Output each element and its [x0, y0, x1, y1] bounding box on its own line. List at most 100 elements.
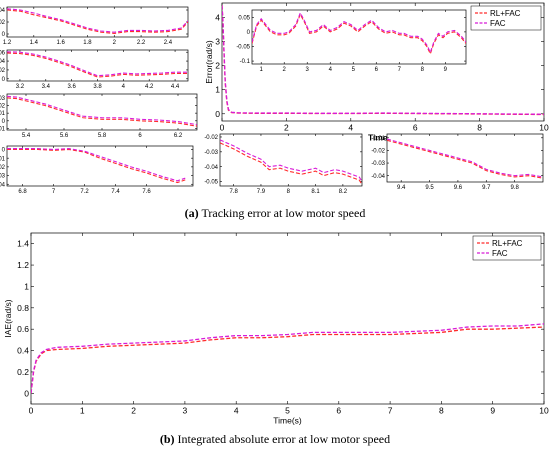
plot-frame	[6, 145, 194, 187]
plot-frame	[30, 232, 545, 405]
x-tick-label: 5.4	[22, 133, 31, 139]
x-tick-label: 0	[29, 406, 34, 416]
y-tick-label: -0.02	[204, 135, 218, 141]
y-tick-label: -0.04	[204, 165, 218, 171]
legend-label: FAC	[490, 19, 506, 28]
x-tick-label: 6	[413, 123, 418, 133]
chart-left_1: 1.2 1.4 1.6 1.8 2 2.2 2.4 0.04 0.02 0	[0, 6, 189, 46]
plot-frame	[6, 93, 198, 131]
x-tick-label: 9	[490, 406, 495, 416]
y-tick-label: -0.1	[240, 59, 251, 65]
y-tick-label: -0.05	[236, 45, 250, 51]
y-axis-label: IAE(rad/s)	[3, 299, 13, 337]
x-tick-label: 2.4	[164, 40, 173, 46]
y-tick-label: -0.01	[0, 156, 6, 162]
series-line-rl-fac	[7, 97, 197, 127]
series-line-fac	[252, 11, 466, 54]
x-tick-label: 3.2	[16, 84, 25, 90]
y-tick-label: 0.02	[0, 68, 6, 74]
y-tick-label: 0.2	[17, 367, 29, 377]
x-tick-label: 3	[306, 67, 310, 73]
series-line-fac	[222, 5, 544, 115]
series-line-rl-fac	[7, 52, 188, 78]
x-tick-label: 3.6	[67, 84, 76, 90]
chart-left_2: 3.2 3.4 3.6 3.8 4 4.2 4.4 0.06 0.04 0.02 0	[0, 49, 189, 90]
y-tick-label: 0.02	[0, 20, 6, 26]
x-tick-label: 3.8	[93, 84, 102, 90]
x-tick-label: 1.6	[56, 40, 65, 46]
x-tick-label: 4	[348, 123, 353, 133]
x-tick-label: 2	[283, 67, 287, 73]
y-tick-label: 0.8	[17, 303, 29, 313]
y-tick-label: -0.02	[371, 149, 385, 155]
series-line-rl-fac	[31, 326, 544, 394]
x-tick-label: 5.8	[98, 133, 107, 139]
x-tick-label: 1.4	[30, 40, 39, 46]
x-tick-label: 9.7	[482, 185, 491, 191]
x-tick-label: 2	[113, 40, 117, 46]
x-tick-label: 6	[375, 67, 379, 73]
caption-a: (a) Tracking error at low motor speed	[0, 206, 550, 221]
series-line-fac	[7, 8, 188, 33]
y-tick-label: -0.04	[0, 182, 6, 188]
x-tick-label: 10	[539, 123, 549, 133]
series-line-rl-fac	[7, 148, 186, 184]
x-tick-label: 3	[183, 406, 188, 416]
series-line-fac	[7, 95, 197, 126]
plot-frame	[6, 6, 189, 38]
y-tick-label: 4	[215, 12, 220, 22]
series-line-fac	[7, 148, 186, 182]
chart-left_4: 6.8 7 7.2 7.4 7.6 0 -0.01 -0.02 -0.03 -0.04	[0, 145, 194, 195]
x-tick-label: 6.2	[174, 133, 183, 139]
x-tick-label: 4	[122, 84, 126, 90]
y-tick-label: 0.03	[0, 96, 6, 102]
x-tick-label: 8	[439, 406, 444, 416]
x-tick-label: 9.8	[510, 185, 519, 191]
caption-b-label: (b)	[159, 432, 175, 446]
x-tick-label: 10	[539, 406, 549, 416]
x-tick-label: 4	[234, 406, 239, 416]
y-tick-label: -0.01	[371, 136, 385, 142]
plot-frame	[386, 133, 544, 183]
y-tick-label: 0.4	[17, 346, 29, 356]
x-tick-label: 7.8	[229, 189, 238, 195]
x-tick-label: 2	[284, 123, 289, 133]
y-tick-label: 0	[2, 148, 6, 154]
x-tick-label: 9	[444, 67, 448, 73]
x-tick-label: 7.6	[142, 189, 151, 195]
legend-label: FAC	[492, 249, 508, 258]
x-axis-label: Time(s)	[368, 133, 398, 143]
x-tick-label: 8.1	[311, 189, 320, 195]
x-tick-label: 7	[52, 189, 56, 195]
x-tick-label: 7.4	[111, 189, 120, 195]
y-tick-label: 0	[2, 32, 6, 38]
x-tick-label: 7.9	[257, 189, 266, 195]
series-line-fac	[220, 139, 362, 182]
chart-bottom_2: 9.4 9.5 9.6 9.7 9.8 -0.01 -0.02 -0.03 -0.04	[371, 133, 544, 191]
x-tick-label: 8	[421, 67, 425, 73]
x-tick-label: 4.2	[145, 84, 154, 90]
series-line-fac	[387, 138, 543, 178]
chart-inset_main: 1 2 3 4 5 6 7 8 9 0.05 0 -0.05 -0.1	[236, 9, 467, 73]
y-tick-label: 0.02	[0, 104, 6, 110]
x-tick-label: 0	[220, 123, 225, 133]
y-tick-label: -0.03	[371, 161, 385, 167]
x-tick-label: 4	[329, 67, 333, 73]
y-tick-label: 1.2	[17, 260, 29, 270]
x-tick-label: 5	[285, 406, 290, 416]
series-line-rl-fac	[387, 139, 543, 179]
y-tick-label: 0	[247, 30, 251, 36]
x-tick-label: 8	[477, 123, 482, 133]
x-tick-label: 6.8	[18, 189, 27, 195]
y-tick-label: -0.03	[0, 174, 6, 180]
x-tick-label: 2	[131, 406, 136, 416]
x-tick-label: 4.4	[171, 84, 180, 90]
y-tick-label: 0.05	[238, 15, 250, 21]
y-tick-label: 2	[215, 61, 220, 71]
y-tick-label: 1	[215, 85, 220, 95]
series-line-rl-fac	[7, 9, 188, 34]
x-tick-label: 8.2	[339, 189, 348, 195]
